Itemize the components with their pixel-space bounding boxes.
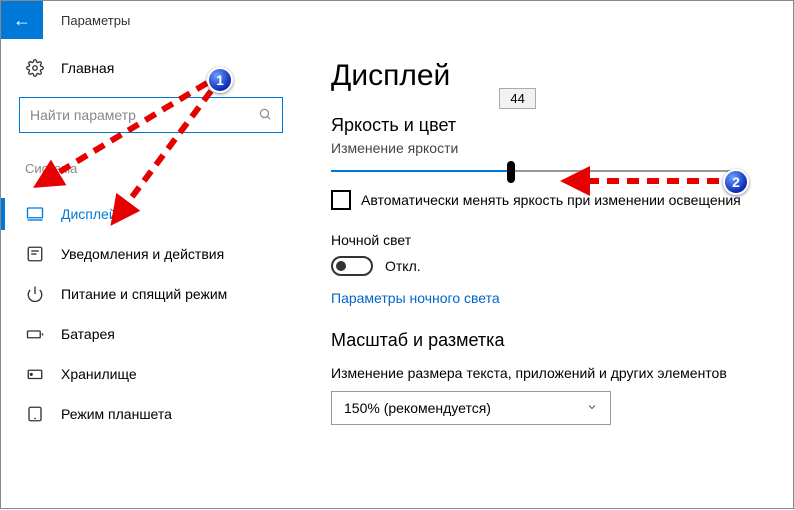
search-input-wrap[interactable] — [19, 97, 283, 133]
monitor-icon — [25, 205, 45, 223]
scale-label: Изменение размера текста, приложений и д… — [331, 365, 775, 381]
back-button[interactable]: ← — [1, 1, 43, 39]
sidebar-item-label: Батарея — [61, 326, 115, 342]
sidebar-item-tablet[interactable]: Режим планшета — [19, 394, 283, 434]
sidebar-home[interactable]: Главная — [19, 59, 283, 77]
search-input[interactable] — [30, 107, 258, 123]
sidebar-item-label: Хранилище — [61, 366, 137, 382]
sidebar-item-battery[interactable]: Батарея — [19, 314, 283, 354]
brightness-slider[interactable] — [331, 170, 741, 172]
sidebar-item-notifications[interactable]: Уведомления и действия — [19, 234, 283, 274]
sidebar-item-label: Дисплей — [61, 206, 117, 222]
page-title: Дисплей — [331, 59, 775, 93]
sidebar-item-power[interactable]: Питание и спящий режим — [19, 274, 283, 314]
scale-selected: 150% (рекомендуется) — [344, 400, 491, 416]
battery-icon — [25, 325, 45, 343]
brightness-slider-fill — [331, 170, 511, 172]
brightness-slider-thumb[interactable] — [507, 161, 515, 183]
notification-icon — [25, 245, 45, 263]
night-light-state: Откл. — [385, 258, 421, 274]
sidebar-item-storage[interactable]: Хранилище — [19, 354, 283, 394]
gear-icon — [25, 59, 45, 77]
auto-brightness-checkbox[interactable] — [331, 190, 351, 210]
sidebar: Главная Система Дисплей Уведомления и де… — [1, 39, 301, 508]
brightness-section-title: Яркость и цвет — [331, 115, 775, 136]
tablet-icon — [25, 405, 45, 423]
chevron-down-icon — [586, 401, 598, 416]
window-title: Параметры — [61, 13, 130, 28]
scale-dropdown[interactable]: 150% (рекомендуется) — [331, 391, 611, 425]
storage-icon — [25, 365, 45, 383]
sidebar-item-label: Режим планшета — [61, 406, 172, 422]
night-light-toggle[interactable] — [331, 256, 373, 276]
scale-section-title: Масштаб и разметка — [331, 330, 775, 351]
night-light-settings-link[interactable]: Параметры ночного света — [331, 290, 775, 306]
sidebar-home-label: Главная — [61, 60, 114, 76]
sidebar-item-display[interactable]: Дисплей — [19, 194, 283, 234]
brightness-tooltip: 44 — [499, 88, 535, 109]
sidebar-item-label: Уведомления и действия — [61, 246, 224, 262]
back-arrow-icon: ← — [13, 10, 31, 31]
auto-brightness-label: Автоматически менять яркость при изменен… — [361, 192, 741, 208]
auto-brightness-row[interactable]: Автоматически менять яркость при изменен… — [331, 190, 775, 210]
sidebar-section-label: Система — [19, 161, 283, 176]
title-bar: ← Параметры — [1, 1, 793, 39]
main-pane: Дисплей Яркость и цвет 44 Изменение ярко… — [301, 39, 793, 508]
sidebar-item-label: Питание и спящий режим — [61, 286, 227, 302]
search-icon — [258, 107, 272, 124]
brightness-label: Изменение яркости — [331, 140, 775, 156]
night-light-title: Ночной свет — [331, 232, 775, 248]
power-icon — [25, 285, 45, 303]
